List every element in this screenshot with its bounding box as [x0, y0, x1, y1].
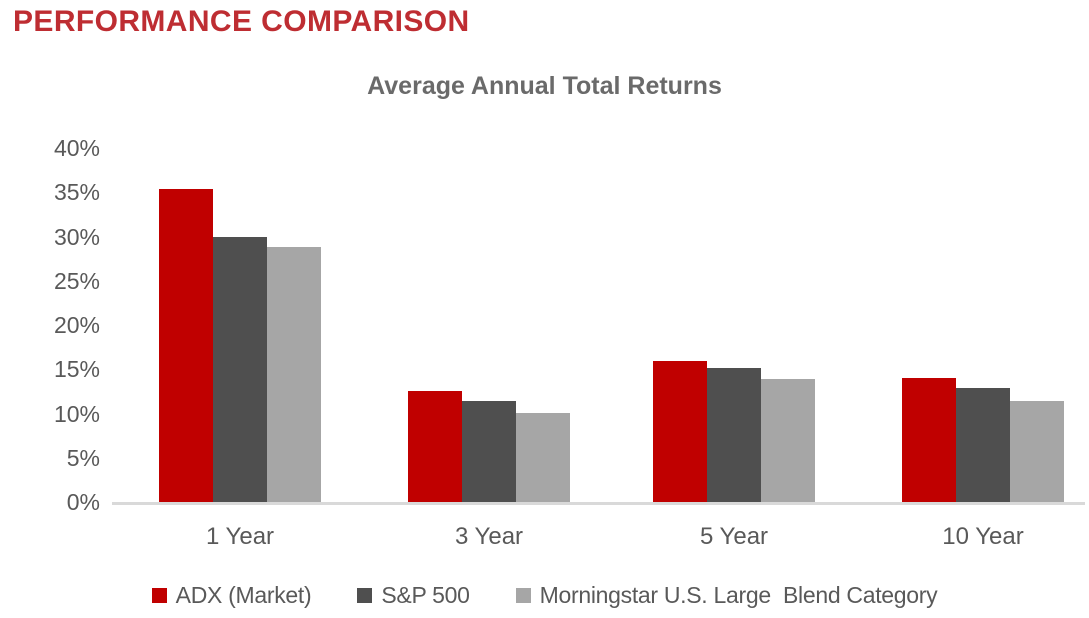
bar-s-p-500-10-year: [956, 387, 1010, 502]
legend: ADX (Market) S&P 500 Morningstar U.S. Larg…: [0, 580, 1089, 610]
page-title: PERFORMANCE COMPARISON: [13, 5, 470, 38]
legend-item-morningstar-u-s-large-blend-category: Morningstar U.S. Large Blend Category: [515, 581, 938, 609]
y-tick-label-0pct: 0%: [66, 489, 100, 515]
y-tick-label-15pct: 15%: [53, 356, 100, 383]
bar-group-5-year: [653, 148, 815, 502]
legend-item-s-p-500: S&P 500: [357, 581, 470, 609]
bar-group-10-year: [902, 148, 1064, 502]
y-tick-label-20pct: 20%: [53, 312, 100, 338]
legend-label: ADX (Market): [175, 581, 312, 608]
bar-adx-market-3-year: [408, 391, 462, 502]
y-tick-label-10pct: 10%: [53, 400, 100, 427]
y-tick-label-35pct: 35%: [53, 179, 100, 206]
bar-s-p-500-3-year: [462, 401, 516, 502]
bar-morningstar-u-s-large-blend-category-10-year: [1010, 401, 1064, 502]
x-axis-label-1-year: 1 Year: [205, 523, 275, 550]
bar-adx-market-5-year: [653, 361, 707, 502]
x-axis-label-10-year: 10 Year: [942, 523, 1024, 550]
legend-swatch-icon: [151, 587, 167, 603]
legend-label: S&P 500: [381, 581, 470, 608]
x-axis-label-5-year: 5 Year: [699, 523, 769, 550]
bar-morningstar-u-s-large-blend-category-1-year: [267, 247, 321, 502]
bar-s-p-500-1-year: [213, 237, 267, 502]
legend-swatch-icon: [515, 587, 531, 603]
x-axis-label-3-year: 3 Year: [454, 523, 524, 550]
y-tick-label-30pct: 30%: [53, 223, 100, 250]
bar-group-1-year: [159, 148, 321, 502]
bar-group-3-year: [408, 148, 570, 502]
bar-morningstar-u-s-large-blend-category-5-year: [761, 379, 815, 502]
bar-adx-market-1-year: [159, 188, 213, 502]
plot-area: [112, 148, 1085, 505]
bar-s-p-500-5-year: [707, 368, 761, 502]
chart-title: Average Annual Total Returns: [367, 72, 722, 100]
y-tick-label-5pct: 5%: [66, 444, 100, 471]
legend-item-adx-market: ADX (Market): [151, 581, 312, 609]
bar-morningstar-u-s-large-blend-category-3-year: [516, 412, 570, 502]
legend-label: Morningstar U.S. Large Blend Category: [539, 581, 938, 608]
y-tick-label-40pct: 40%: [53, 135, 100, 161]
y-tick-label-25pct: 25%: [53, 267, 100, 294]
legend-swatch-icon: [357, 587, 373, 603]
bar-adx-market-10-year: [902, 378, 956, 502]
